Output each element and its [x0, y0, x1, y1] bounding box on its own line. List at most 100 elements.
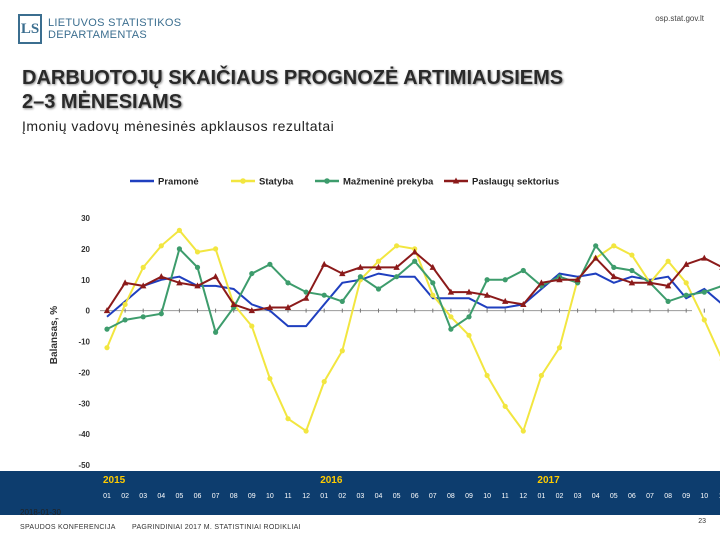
page-number: 23: [698, 518, 706, 525]
year-label: 2016: [320, 475, 343, 486]
y-tick-label: -20: [78, 368, 90, 377]
data-point: [284, 304, 292, 311]
data-point: [502, 297, 509, 304]
data-point: [701, 317, 707, 323]
month-label: 08: [230, 493, 238, 500]
page-title: DARBUOTOJŲ SKAIČIAUS PROGNOZĖ ARTIMIAUSI…: [22, 66, 622, 114]
report-date: 2018-01-30: [20, 508, 61, 517]
y-tick-label: 0: [86, 307, 91, 316]
y-tick-label: 20: [81, 245, 90, 254]
month-label: 04: [375, 493, 383, 500]
data-point: [339, 298, 345, 304]
data-point: [466, 332, 472, 338]
data-point: [140, 264, 146, 270]
data-point: [665, 258, 671, 264]
data-point: [158, 311, 164, 317]
data-point: [610, 273, 617, 280]
data-point: [158, 273, 165, 280]
site-url[interactable]: osp.stat.gov.lt: [655, 14, 704, 23]
month-label: 05: [176, 493, 184, 500]
month-label: 01: [320, 493, 328, 500]
month-label: 10: [483, 493, 491, 500]
data-point: [140, 282, 147, 289]
data-point: [104, 326, 110, 332]
logo: LS LIETUVOS STATISTIKOS DEPARTAMENTAS: [18, 14, 181, 44]
data-point: [194, 249, 201, 255]
data-point: [556, 276, 563, 283]
data-point: [194, 264, 201, 270]
data-point: [683, 292, 689, 298]
data-point: [303, 428, 309, 434]
month-label: 09: [682, 493, 690, 500]
month-label: 06: [194, 493, 202, 500]
data-point: [393, 263, 400, 270]
y-tick-label: 30: [81, 214, 90, 223]
month-label: 07: [646, 493, 654, 500]
data-point: [430, 292, 436, 298]
data-point: [267, 261, 273, 267]
data-point: [321, 292, 327, 298]
month-label: 03: [139, 493, 147, 500]
series-paslaugų-sektorius: [103, 248, 720, 314]
data-point: [212, 273, 219, 280]
x-axis-band: [0, 471, 720, 515]
data-point: [302, 294, 310, 301]
y-tick-label: -10: [78, 338, 90, 347]
legend-label: Paslaugų sektorius: [472, 177, 559, 188]
month-label: 08: [664, 493, 672, 500]
legend-marker: [452, 177, 460, 184]
year-label: 2015: [103, 475, 126, 486]
month-label: 02: [556, 493, 564, 500]
data-point: [375, 258, 382, 264]
data-point: [176, 246, 182, 252]
data-point: [249, 270, 255, 277]
data-point: [701, 254, 708, 261]
month-label: 11: [502, 493, 509, 500]
title-line-1: DARBUOTOJŲ SKAIČIAUS PROGNOZĖ ARTIMIAUSI…: [22, 67, 564, 89]
data-point: [593, 243, 599, 249]
data-point: [339, 270, 346, 277]
data-point: [321, 260, 328, 267]
data-point: [158, 243, 164, 249]
data-point: [285, 280, 291, 286]
data-point: [592, 254, 599, 261]
data-point: [122, 301, 128, 308]
legend-label: Pramonė: [158, 177, 199, 188]
data-point: [140, 314, 146, 320]
data-point: [683, 260, 690, 267]
month-label: 08: [447, 493, 455, 500]
data-point: [375, 286, 382, 292]
data-point: [121, 279, 129, 286]
data-point: [629, 252, 635, 258]
series-statyba: [104, 227, 720, 434]
data-point: [611, 243, 617, 249]
data-point: [520, 300, 527, 307]
month-label: 03: [357, 493, 365, 500]
data-point: [448, 314, 454, 320]
data-point: [357, 274, 363, 280]
data-point: [411, 248, 418, 255]
data-point: [303, 289, 309, 295]
data-point: [176, 227, 182, 233]
data-point: [213, 329, 219, 335]
series-line: [106, 250, 720, 312]
data-point: [394, 274, 400, 280]
month-label: 05: [610, 493, 618, 500]
data-point: [538, 279, 545, 286]
month-label: 09: [465, 493, 473, 500]
series-line: [106, 272, 720, 328]
month-label: 06: [628, 493, 636, 500]
y-tick-label: 10: [81, 276, 90, 285]
month-label: 11: [719, 493, 720, 500]
data-point: [683, 280, 689, 286]
month-label: 07: [429, 493, 437, 500]
month-label: 10: [700, 493, 708, 500]
data-point: [321, 379, 327, 385]
data-point: [484, 277, 490, 283]
legend-label: Statyba: [259, 177, 294, 188]
data-point: [339, 348, 345, 354]
month-label: 09: [248, 493, 256, 500]
data-point: [194, 282, 201, 289]
data-point: [176, 279, 183, 286]
